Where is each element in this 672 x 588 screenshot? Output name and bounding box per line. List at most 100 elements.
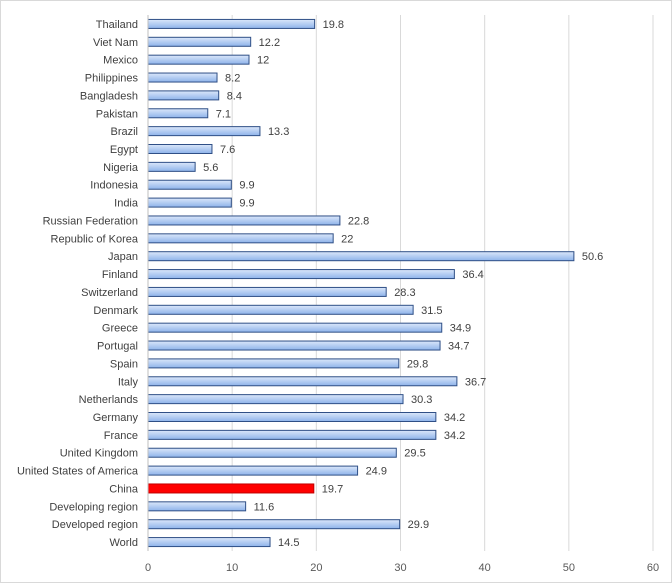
x-tick-label: 60: [647, 562, 659, 574]
category-label-developing-region: Developing region: [49, 501, 138, 513]
bar-united-states-of-america: [147, 465, 359, 476]
value-label-viet-nam: 12.2: [259, 37, 280, 49]
category-label-world: World: [109, 537, 138, 549]
value-label-india: 9.9: [239, 198, 254, 210]
bar-netherlands: [147, 394, 404, 405]
bar-developed-region: [147, 519, 401, 530]
category-label-philippines: Philippines: [85, 73, 139, 85]
x-tick-label: 40: [479, 562, 491, 574]
category-label-viet-nam: Viet Nam: [93, 37, 138, 49]
value-label-italy: 36.7: [465, 376, 486, 388]
labels: 0 10 20 30 40 50 60 Thailand 19.8 Viet Nam 12.2 Mex…: [17, 19, 659, 574]
value-label-united-kingdom: 29.5: [404, 448, 425, 460]
bar-mexico: [147, 54, 250, 65]
category-label-india: India: [114, 198, 139, 210]
value-label-finland: 36.4: [462, 269, 483, 281]
category-label-russian-federation: Russian Federation: [43, 215, 138, 227]
x-tick-label: 10: [226, 562, 238, 574]
bar-greece: [147, 322, 443, 333]
category-label-portugal: Portugal: [97, 341, 138, 353]
gridlines: [231, 15, 654, 551]
value-label-bangladesh: 8.4: [227, 90, 242, 102]
category-label-nigeria: Nigeria: [103, 162, 139, 174]
category-label-france: France: [104, 430, 138, 442]
value-label-russian-federation: 22.8: [348, 215, 369, 227]
category-label-mexico: Mexico: [103, 55, 138, 67]
category-label-spain: Spain: [110, 358, 138, 370]
category-label-japan: Japan: [108, 251, 138, 263]
value-label-denmark: 31.5: [421, 305, 442, 317]
category-label-brazil: Brazil: [110, 126, 138, 138]
category-label-italy: Italy: [118, 376, 139, 388]
value-label-portugal: 34.7: [448, 341, 469, 353]
category-label-republic-of-korea: Republic of Korea: [51, 233, 139, 245]
x-tick-label: 20: [310, 562, 322, 574]
bar-france: [147, 429, 437, 440]
category-label-switzerland: Switzerland: [81, 287, 138, 299]
bar-spain: [147, 358, 400, 369]
value-label-philippines: 8.2: [225, 73, 240, 85]
category-label-greece: Greece: [102, 323, 138, 335]
bar-portugal: [147, 340, 441, 351]
value-label-switzerland: 28.3: [394, 287, 415, 299]
bar-bangladesh: [147, 90, 220, 101]
category-label-pakistan: Pakistan: [96, 108, 138, 120]
value-label-developing-region: 11.6: [254, 501, 275, 513]
bar-republic-of-korea: [147, 233, 334, 244]
bar-japan: [147, 251, 575, 262]
value-label-mexico: 12: [257, 55, 269, 67]
category-label-netherlands: Netherlands: [79, 394, 139, 406]
bar-india: [147, 197, 232, 208]
category-label-united-states-of-america: United States of America: [17, 466, 139, 478]
bar-egypt: [147, 144, 213, 154]
bar-thailand: [147, 18, 316, 29]
bar-nigeria: [147, 161, 196, 172]
value-label-brazil: 13.3: [268, 126, 289, 138]
value-label-germany: 34.2: [444, 412, 465, 424]
bar-pakistan: [147, 108, 209, 119]
bar-switzerland: [147, 286, 387, 297]
bar-indonesia: [147, 179, 232, 190]
value-label-indonesia: 9.9: [239, 180, 254, 192]
bar-italy: [147, 376, 458, 387]
category-label-finland: Finland: [102, 269, 138, 281]
value-label-netherlands: 30.3: [411, 394, 432, 406]
category-label-germany: Germany: [93, 412, 139, 424]
value-label-spain: 29.8: [407, 358, 428, 370]
x-tick-label: 30: [394, 562, 406, 574]
category-label-china: China: [109, 483, 139, 495]
value-label-greece: 34.9: [450, 323, 471, 335]
category-label-indonesia: Indonesia: [90, 180, 139, 192]
bar-denmark: [147, 304, 414, 315]
value-label-republic-of-korea: 22: [341, 233, 353, 245]
value-label-developed-region: 29.9: [408, 519, 429, 531]
category-label-united-kingdom: United Kingdom: [60, 448, 138, 460]
bar-developing-region: [147, 501, 247, 512]
bar-germany: [147, 412, 437, 422]
value-label-nigeria: 5.6: [203, 162, 218, 174]
bar-viet-nam: [147, 36, 252, 47]
bar-russian-federation: [147, 215, 341, 226]
x-tick-label: 50: [563, 562, 575, 574]
value-label-egypt: 7.6: [220, 144, 235, 156]
category-label-developed-region: Developed region: [52, 519, 138, 531]
bar-brazil: [147, 126, 261, 137]
category-label-egypt: Egypt: [110, 144, 138, 156]
value-label-thailand: 19.8: [323, 19, 344, 31]
bar-finland: [147, 269, 455, 280]
category-label-denmark: Denmark: [93, 305, 138, 317]
value-label-world: 14.5: [278, 537, 299, 549]
bar-world: [147, 537, 271, 548]
category-label-bangladesh: Bangladesh: [80, 90, 138, 102]
category-label-thailand: Thailand: [96, 19, 138, 31]
value-label-france: 34.2: [444, 430, 465, 442]
bar-united-kingdom: [147, 447, 397, 458]
bar-china: [147, 483, 315, 494]
x-tick-label: 0: [145, 562, 151, 574]
value-label-china: 19.7: [322, 483, 343, 495]
bar-philippines: [147, 72, 218, 83]
value-label-japan: 50.6: [582, 251, 603, 263]
value-label-united-states-of-america: 24.9: [366, 466, 387, 478]
